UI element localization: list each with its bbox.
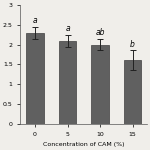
Bar xyxy=(26,33,44,124)
Bar xyxy=(91,45,109,124)
Text: a: a xyxy=(33,16,37,25)
X-axis label: Concentration of CAM (%): Concentration of CAM (%) xyxy=(43,142,124,147)
Text: b: b xyxy=(130,40,135,49)
Bar xyxy=(124,60,141,124)
Bar xyxy=(58,40,76,124)
Text: a: a xyxy=(65,24,70,33)
Text: ab: ab xyxy=(95,28,105,37)
